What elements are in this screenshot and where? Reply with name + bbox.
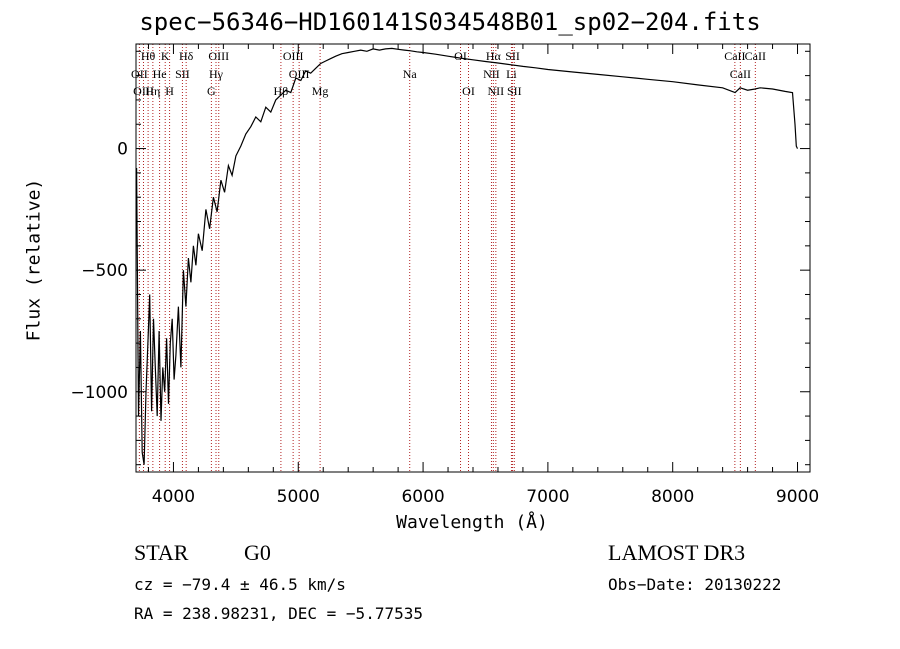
spectral-line-label: OI	[454, 49, 467, 63]
spectral-line-label: OIII	[133, 84, 154, 98]
spectral-line-label: G	[207, 84, 216, 98]
spectral-lines	[138, 44, 756, 472]
spectral-line-label: SII	[507, 84, 522, 98]
x-tick-label: 8000	[651, 487, 694, 507]
survey-name: LAMOST DR3	[608, 540, 746, 565]
x-tick-label: 7000	[526, 487, 569, 507]
spectral-line-label: Mg	[312, 84, 329, 98]
spectral-line-label: CaII	[745, 49, 766, 63]
y-tick-label: 0	[117, 140, 128, 160]
spectral-line-label: SII	[505, 49, 520, 63]
spectral-line-label: NII	[488, 84, 505, 98]
x-tick-label: 5000	[277, 487, 320, 507]
spectral-line-label: OIII	[289, 67, 310, 81]
spectral-line-label: K	[161, 49, 170, 63]
object-class: STAR	[134, 540, 189, 565]
axes	[135, 43, 811, 473]
plot-frame	[135, 43, 811, 473]
x-axis-label: Wavelength (Å)	[396, 512, 548, 533]
x-tick-label: 4000	[152, 487, 195, 507]
chart-title: spec−56346−HD160141S034548B01_sp02−204.f…	[139, 8, 761, 36]
spectral-line-label: OIII	[208, 49, 229, 63]
spectral-line-label: CaII	[730, 67, 751, 81]
tick-labels: 4000 5000 6000 7000 8000 9000 0 −500 −1000	[70, 140, 819, 507]
spectral-line-label: He	[153, 67, 167, 81]
spectral-line-label: Hθ	[141, 49, 156, 63]
spectrum-line	[136, 47, 799, 465]
redshift-velocity: cz = −79.4 ± 46.5 km/s	[134, 575, 346, 594]
spectral-line-label: OII	[131, 67, 148, 81]
spectral-line-label: CaII	[724, 49, 745, 63]
spectral-line-label: Hγ	[209, 67, 224, 81]
y-tick-label: −1000	[70, 383, 128, 403]
coordinates: RA = 238.98231, DEC = −5.77535	[134, 604, 423, 623]
x-tick-label: 6000	[401, 487, 444, 507]
spectral-line-label: H	[165, 84, 174, 98]
spectral-line-label: Na	[403, 67, 418, 81]
y-axis-label: Flux (relative)	[23, 178, 45, 342]
y-tick-label: −500	[81, 261, 128, 281]
spectral-line-label: Hδ	[179, 49, 194, 63]
spectral-line-label: NII	[483, 67, 500, 81]
spectral-line-label: SII	[175, 67, 190, 81]
spectral-line-label: Hη	[145, 84, 160, 98]
observation-date: Obs−Date: 20130222	[608, 575, 782, 594]
spectral-line-label: Li	[506, 67, 517, 81]
x-tick-label: 9000	[776, 487, 819, 507]
spectrum-series	[136, 47, 799, 465]
object-subclass: G0	[244, 540, 271, 565]
spectral-line-label: OIII	[283, 49, 304, 63]
spectral-line-label: Hβ	[274, 84, 289, 98]
spectral-line-label: OI	[462, 84, 475, 98]
spectral-line-label: Hα	[486, 49, 502, 63]
